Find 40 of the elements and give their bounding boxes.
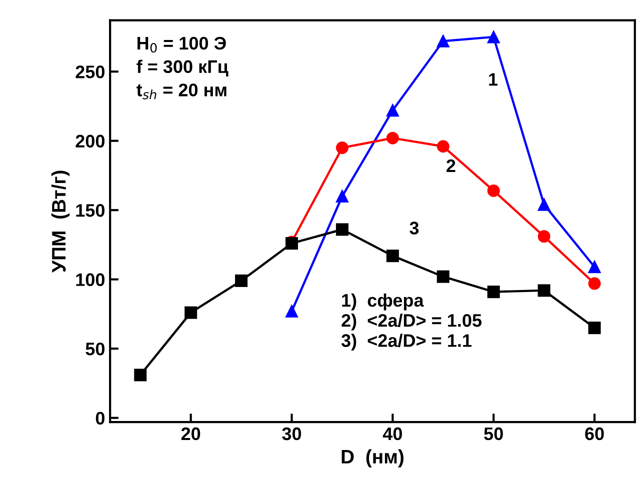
x-tick-label: 60 bbox=[585, 427, 604, 440]
x-tick-label: 30 bbox=[282, 427, 302, 440]
point bbox=[436, 34, 450, 48]
y-tick-label: 200 bbox=[76, 134, 104, 148]
point bbox=[386, 250, 399, 262]
point bbox=[336, 223, 348, 236]
point bbox=[235, 274, 248, 288]
point bbox=[336, 190, 348, 203]
x-tick-label: 40 bbox=[382, 427, 402, 440]
y-tick-label: 50 bbox=[86, 342, 104, 356]
y-tick-label: 0 bbox=[96, 412, 104, 425]
point bbox=[588, 260, 601, 274]
point bbox=[538, 230, 550, 243]
x-tick-label: 50 bbox=[484, 427, 503, 440]
y-axis-title: УПМ (Вт/г) bbox=[51, 170, 70, 273]
annotation: H$_{0}$ = 100 Э f = 300 кГц t$_{sh}$ = 20 нм bbox=[136, 36, 228, 100]
point bbox=[285, 304, 298, 318]
point bbox=[134, 368, 147, 382]
y-tick-label: 150 bbox=[76, 204, 104, 217]
point bbox=[487, 30, 500, 44]
point bbox=[184, 306, 198, 319]
point bbox=[487, 184, 500, 197]
point bbox=[386, 132, 399, 144]
x-axis-title: D (нм) bbox=[342, 449, 404, 468]
annotation: 3 bbox=[410, 222, 419, 234]
annotation: 1) сфера 2) <2a/D> = 1.05 3) <2a/D> = 1.1 bbox=[341, 294, 482, 351]
point bbox=[538, 284, 550, 297]
point bbox=[588, 322, 601, 334]
y-tick-label: 100 bbox=[76, 273, 104, 286]
y-tick-label: 250 bbox=[76, 66, 104, 78]
point bbox=[487, 286, 500, 298]
point bbox=[336, 142, 348, 154]
point bbox=[538, 198, 550, 211]
annotation: 2 bbox=[446, 159, 456, 172]
point bbox=[588, 277, 601, 290]
point bbox=[436, 270, 450, 283]
point bbox=[436, 140, 450, 153]
annotation: 1 bbox=[489, 73, 498, 86]
point bbox=[386, 104, 399, 117]
x-tick-label: 20 bbox=[181, 427, 200, 440]
